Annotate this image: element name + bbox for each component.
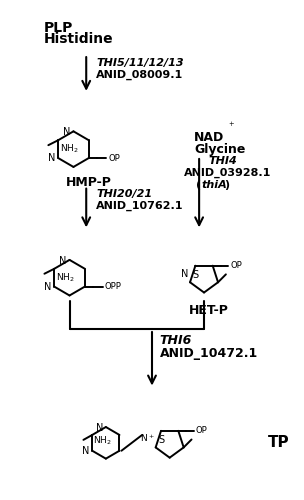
Text: S: S: [192, 270, 199, 280]
Text: Glycine: Glycine: [194, 143, 246, 156]
Text: N: N: [44, 282, 51, 292]
Text: N: N: [63, 128, 71, 138]
Text: ANID_10762.1: ANID_10762.1: [96, 200, 184, 211]
Text: ANID_03928.1: ANID_03928.1: [185, 168, 272, 178]
Text: OP: OP: [109, 154, 120, 162]
Text: NAD: NAD: [194, 132, 224, 144]
Text: HMP-P: HMP-P: [66, 176, 112, 189]
Text: TP: TP: [268, 436, 289, 450]
Text: N$^+$: N$^+$: [140, 433, 155, 444]
Text: THI6: THI6: [160, 334, 192, 347]
Text: thiA: thiA: [201, 180, 227, 190]
Text: $^+$: $^+$: [226, 122, 235, 132]
Text: THI20/21: THI20/21: [96, 188, 152, 198]
Text: OP: OP: [230, 261, 242, 270]
Text: OP: OP: [196, 426, 208, 436]
Text: OPP: OPP: [105, 282, 121, 291]
Text: THI4: THI4: [209, 156, 238, 166]
Text: (: (: [196, 180, 201, 190]
Text: NH$_2$: NH$_2$: [93, 434, 111, 447]
Text: THI5/11/12/13: THI5/11/12/13: [96, 58, 184, 68]
Text: S: S: [158, 435, 164, 445]
Text: ): ): [224, 180, 229, 190]
Text: PLP: PLP: [44, 20, 73, 34]
Text: NH$_2$: NH$_2$: [56, 271, 75, 283]
Text: HET-P: HET-P: [189, 304, 229, 318]
Text: N: N: [82, 446, 89, 456]
Text: N: N: [181, 270, 188, 280]
Text: N: N: [59, 256, 67, 266]
Text: NH$_2$: NH$_2$: [60, 142, 79, 155]
Text: ANID_10472.1: ANID_10472.1: [160, 347, 258, 360]
Text: Histidine: Histidine: [44, 32, 114, 46]
Text: N: N: [48, 153, 55, 163]
Text: N: N: [95, 423, 103, 433]
Text: ANID_08009.1: ANID_08009.1: [96, 70, 183, 80]
